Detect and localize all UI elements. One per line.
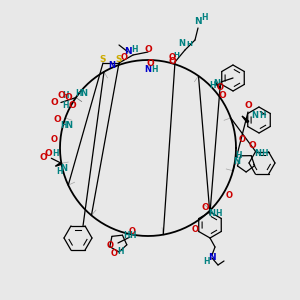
Text: N: N [208,208,215,217]
Text: O: O [244,101,252,110]
Text: H: H [236,152,242,160]
Text: S: S [116,55,122,64]
Text: N: N [60,164,67,173]
Text: N: N [254,149,262,158]
Polygon shape [215,82,221,88]
Polygon shape [242,116,249,123]
Text: O: O [169,53,176,62]
Text: O: O [64,93,72,102]
Text: H: H [215,208,221,217]
Text: H: H [259,110,265,119]
Text: H: H [117,248,123,256]
Text: O: O [128,226,136,236]
Text: H: H [52,149,58,158]
Text: O: O [50,98,58,107]
Text: O: O [218,91,226,100]
Text: H: H [151,65,157,74]
Text: N: N [214,79,220,88]
Text: O: O [106,241,113,250]
Text: O: O [53,116,61,124]
Text: O: O [168,58,176,67]
Text: O: O [110,248,118,257]
Text: N: N [208,254,216,262]
Text: N: N [194,17,202,26]
Text: O: O [201,202,209,211]
Text: O: O [57,91,65,100]
Text: O: O [226,190,233,200]
Text: O: O [238,135,245,144]
Text: H: H [60,122,67,130]
Text: N: N [65,122,72,130]
Text: O: O [144,44,152,53]
Text: H: H [186,41,192,47]
Text: O: O [68,101,76,110]
Text: O: O [191,225,199,234]
Text: H: H [210,80,216,89]
Text: O: O [146,59,154,68]
Text: H: H [130,230,136,239]
Text: N: N [233,158,241,166]
Text: H: H [202,14,208,22]
Text: H: H [124,230,130,239]
Text: H: H [63,101,69,110]
Text: N: N [80,89,87,98]
Text: O: O [120,53,127,62]
Text: O: O [248,142,256,151]
Text: H: H [262,149,268,158]
Text: N: N [178,40,185,49]
Text: S: S [100,55,106,64]
Text: H: H [76,89,82,98]
Text: H: H [173,52,179,58]
Text: O: O [217,83,224,92]
Text: N: N [124,47,132,56]
Text: H: H [56,167,63,176]
Text: O: O [44,149,52,158]
Text: O: O [51,135,58,144]
Text: H: H [131,44,137,53]
Text: N: N [109,61,116,70]
Text: O: O [40,153,47,162]
Text: H: H [63,91,69,100]
Polygon shape [55,162,62,166]
Text: N: N [145,65,152,74]
Text: H: H [204,257,210,266]
Text: N: N [251,110,259,119]
